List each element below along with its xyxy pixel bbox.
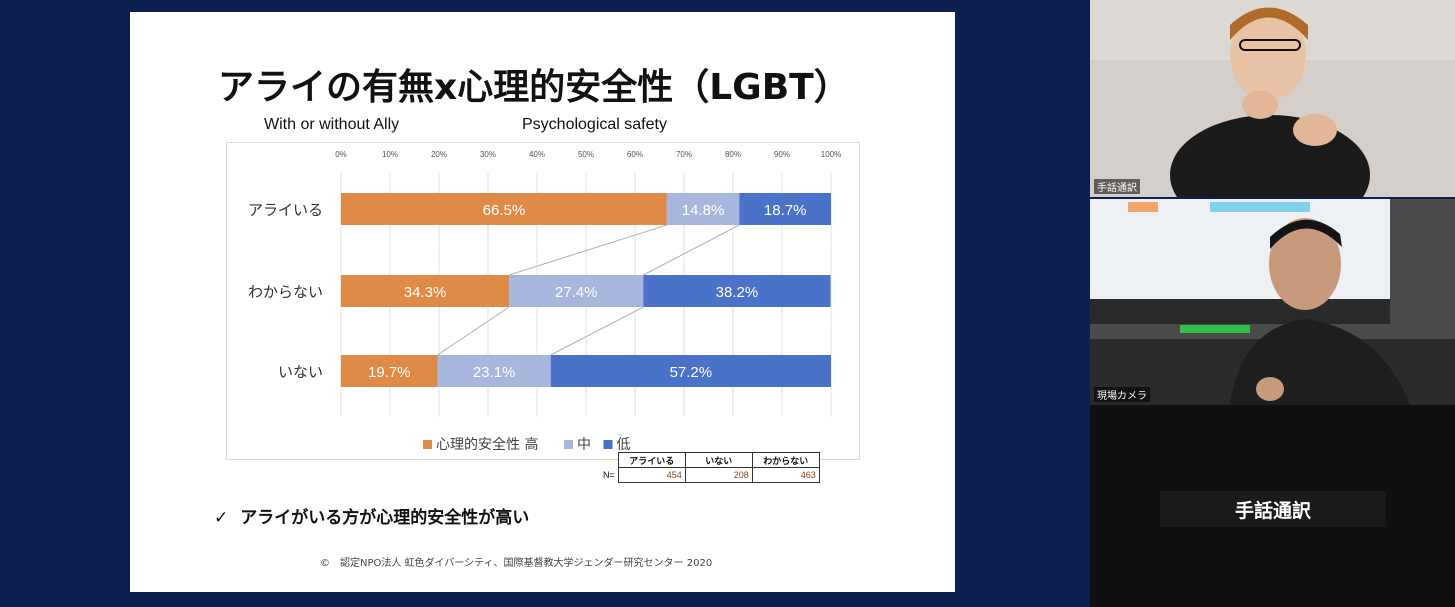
series-connector — [550, 306, 644, 356]
category-label: いない — [278, 363, 323, 381]
sample-size-table: アライいる いない わからない N= 454 208 463 — [600, 452, 820, 483]
data-label: 27.4% — [555, 284, 598, 301]
camera-video-icon — [1090, 199, 1455, 405]
slide-credit: © 認定NPO法人 虹色ダイバーシティ、国際基督教大学ジェンダー研究センター 2… — [320, 558, 713, 569]
bar-segment — [550, 355, 831, 387]
check-icon: ✓ — [214, 508, 229, 528]
slide: アライの有無x心理的安全性（LGBT） With or without Ally… — [130, 12, 955, 592]
n-row-label: N= — [603, 470, 615, 480]
x-tick-label: 20% — [431, 150, 447, 159]
x-tick-label: 40% — [529, 150, 545, 159]
x-tick-label: 60% — [627, 150, 643, 159]
n-header-unknown: わからない — [751, 452, 820, 468]
series-connector — [437, 306, 510, 356]
x-tick-label: 80% — [725, 150, 741, 159]
legend-swatch — [603, 440, 613, 449]
subtitle-ally: With or without Ally — [264, 116, 400, 133]
n-value-none: 208 — [684, 467, 753, 483]
category-label: わからない — [248, 283, 323, 301]
bar-segment — [437, 355, 551, 387]
bar-segment — [666, 193, 740, 225]
data-label: 34.3% — [404, 284, 447, 301]
bar-segment — [341, 355, 438, 387]
x-tick-label: 90% — [774, 150, 790, 159]
bar-segment — [509, 275, 644, 307]
x-tick-label: 70% — [676, 150, 692, 159]
interpreter-video-icon — [1090, 0, 1455, 197]
n-value-ally: 454 — [617, 467, 686, 483]
data-label: 19.7% — [368, 364, 411, 381]
presentation-stage: アライの有無x心理的安全性（LGBT） With or without Ally… — [130, 12, 955, 592]
subtitle-psych-safety: Psychological safety — [522, 116, 667, 133]
stacked-bar-chart: 0% 10% 20% 30% 40% 50% 60% 70% 80% 90% 100% アライいる 66… — [248, 150, 841, 453]
x-tick-label: 10% — [382, 150, 398, 159]
data-label: 66.5% — [483, 202, 526, 219]
data-label: 23.1% — [473, 364, 516, 381]
legend-label: 中 — [577, 437, 591, 453]
bar-segment — [643, 275, 831, 307]
legend-label: 心理的安全性 高 — [436, 436, 538, 453]
category-label: アライいる — [248, 201, 323, 219]
n-header-none: いない — [684, 452, 753, 468]
bar-segment — [341, 193, 667, 225]
interpreter-name-display: 手話通訳 — [1160, 491, 1386, 527]
n-value-unknown: 463 — [751, 467, 820, 483]
legend-label: 低 — [617, 437, 631, 453]
bar-segment — [739, 193, 831, 225]
interpreter-label: 手話通訳 — [1094, 179, 1140, 194]
chart-frame: 0% 10% 20% 30% 40% 50% 60% 70% 80% 90% 100% アライいる 66… — [226, 142, 860, 460]
video-tile-interpreter[interactable]: 手話通訳 — [1090, 0, 1455, 197]
data-label: 38.2% — [716, 284, 759, 301]
x-tick-label: 50% — [578, 150, 594, 159]
series-connector — [643, 224, 740, 276]
legend-swatch — [423, 440, 432, 449]
x-tick-label: 100% — [821, 150, 841, 159]
conclusion: ✓ アライがいる方が心理的安全性が高い — [214, 503, 529, 528]
camera-label: 現場カメラ — [1094, 387, 1150, 402]
x-tick-label: 0% — [335, 150, 347, 159]
video-tile-camera[interactable]: 現場カメラ — [1090, 199, 1455, 405]
slide-title: アライの有無x心理的安全性（LGBT） — [218, 67, 850, 108]
data-label: 57.2% — [670, 364, 713, 381]
bar-segment — [341, 275, 510, 307]
data-label: 18.7% — [764, 202, 807, 219]
video-tile-text[interactable]: 手話通訳 — [1090, 405, 1455, 607]
series-connector — [508, 224, 668, 276]
n-header-ally: アライいる — [617, 452, 686, 468]
x-tick-label: 30% — [480, 150, 496, 159]
data-label: 14.8% — [682, 202, 725, 219]
conclusion-text: アライがいる方が心理的安全性が高い — [240, 508, 530, 528]
legend-swatch — [564, 440, 573, 449]
